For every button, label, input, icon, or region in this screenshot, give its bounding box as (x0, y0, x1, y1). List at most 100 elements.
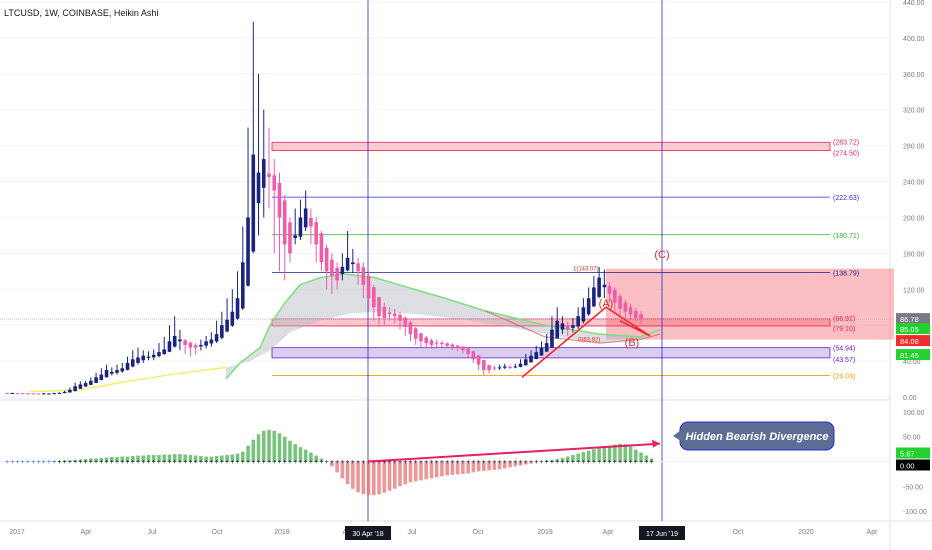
price-tick-label: 320.00 (903, 108, 925, 115)
osc-cross: + (267, 459, 271, 466)
osc-cross: + (346, 459, 350, 466)
osc-bar (476, 461, 481, 472)
level-label: (283.72) (833, 139, 859, 146)
candle-body (565, 326, 570, 330)
osc-bar (366, 461, 371, 496)
osc-cross: + (382, 459, 386, 466)
price-tick-label: 440.00 (903, 0, 925, 7)
osc-badge-bg (896, 459, 930, 471)
osc-bar (314, 455, 318, 462)
osc-cross: + (518, 459, 522, 466)
osc-bar (324, 461, 329, 462)
osc-bar (560, 458, 565, 462)
candle-body (267, 173, 271, 178)
osc-bar (413, 461, 418, 482)
osc-cross: + (555, 459, 559, 466)
candle-body (351, 262, 355, 265)
price-badge: 86.78 (896, 313, 930, 325)
osc-cross: + (487, 459, 491, 466)
osc-bar (241, 451, 245, 462)
candle-body (298, 217, 303, 237)
price-tick-label: 280.00 (903, 144, 925, 151)
price-tick-label: 400.00 (903, 36, 925, 43)
candle-body (492, 367, 497, 369)
candle-body (230, 311, 235, 326)
time-tick-label: Oct (473, 529, 484, 536)
candle-body (597, 277, 601, 297)
osc-cross: + (445, 459, 449, 466)
osc-bar (607, 445, 612, 462)
osc-bar (303, 449, 308, 462)
candle-body (555, 320, 559, 339)
osc-bar (298, 447, 303, 462)
osc-cross: + (304, 459, 308, 466)
osc-bar (634, 449, 638, 462)
candle-body (68, 389, 72, 393)
osc-cross: + (419, 459, 423, 466)
osc-cross: + (110, 459, 114, 466)
price-tick-label: 160.00 (903, 251, 925, 258)
osc-cross: + (15, 459, 19, 466)
osc-cross: + (94, 459, 98, 466)
osc-cross: + (236, 459, 240, 466)
candle-body (146, 356, 151, 358)
osc-cross: + (566, 459, 570, 466)
osc-cross: + (84, 459, 88, 466)
osc-cross: + (220, 459, 224, 466)
annotation-text: Hidden Bearish Divergence (685, 431, 828, 443)
candle-body (125, 362, 130, 370)
date-marker-bg (639, 526, 685, 540)
price-badge: 85.05 (896, 323, 930, 335)
candle-body (277, 182, 282, 218)
ma-line-yellow (29, 366, 227, 393)
osc-bar (461, 461, 465, 474)
osc-bar (256, 434, 261, 462)
osc-bar (482, 461, 486, 471)
osc-cross: + (471, 459, 475, 466)
osc-bar (445, 461, 449, 476)
candle-body (151, 354, 156, 358)
candle-body (613, 289, 617, 303)
osc-cross: + (73, 459, 77, 466)
wave-label: (B) (625, 337, 640, 349)
price-badge-bg (896, 349, 930, 361)
divergence-line (367, 442, 661, 463)
candle-body (424, 337, 428, 344)
osc-cross: + (356, 459, 360, 466)
candle-body (497, 367, 502, 369)
osc-cross: + (199, 459, 203, 466)
candle-body (214, 334, 219, 342)
time-tick-label: Oct (733, 529, 744, 536)
price-badge-bg (896, 313, 930, 325)
osc-cross: + (576, 459, 580, 466)
osc-cross: + (508, 459, 512, 466)
osc-bar (408, 461, 413, 483)
osc-cross: + (283, 459, 287, 466)
candle-body (99, 374, 104, 381)
candle-body (534, 352, 539, 360)
candle-body (387, 312, 392, 315)
osc-bar (110, 457, 114, 462)
osc-bar (319, 458, 324, 462)
osc-bar (267, 429, 271, 462)
candle-body (209, 339, 214, 344)
osc-bar (618, 443, 622, 462)
osc-cross: + (42, 459, 46, 466)
osc-bar (345, 461, 350, 485)
candle-body (178, 339, 182, 342)
osc-cross: + (188, 459, 192, 466)
candle-body (15, 393, 20, 395)
candle-body (560, 323, 565, 330)
osc-cross: + (351, 459, 355, 466)
candle-body (623, 302, 628, 312)
osc-bar (193, 455, 198, 462)
price-tick-label: 360.00 (903, 72, 925, 79)
candle-body (445, 343, 449, 346)
candle-body (487, 365, 491, 371)
osc-cross: + (319, 459, 323, 466)
osc-bar (424, 461, 428, 480)
osc-cross: + (256, 459, 260, 466)
symbol-title: LTCUSD, 1W, COINBASE, Heikin Ashi (4, 8, 159, 18)
osc-bar (183, 454, 187, 462)
